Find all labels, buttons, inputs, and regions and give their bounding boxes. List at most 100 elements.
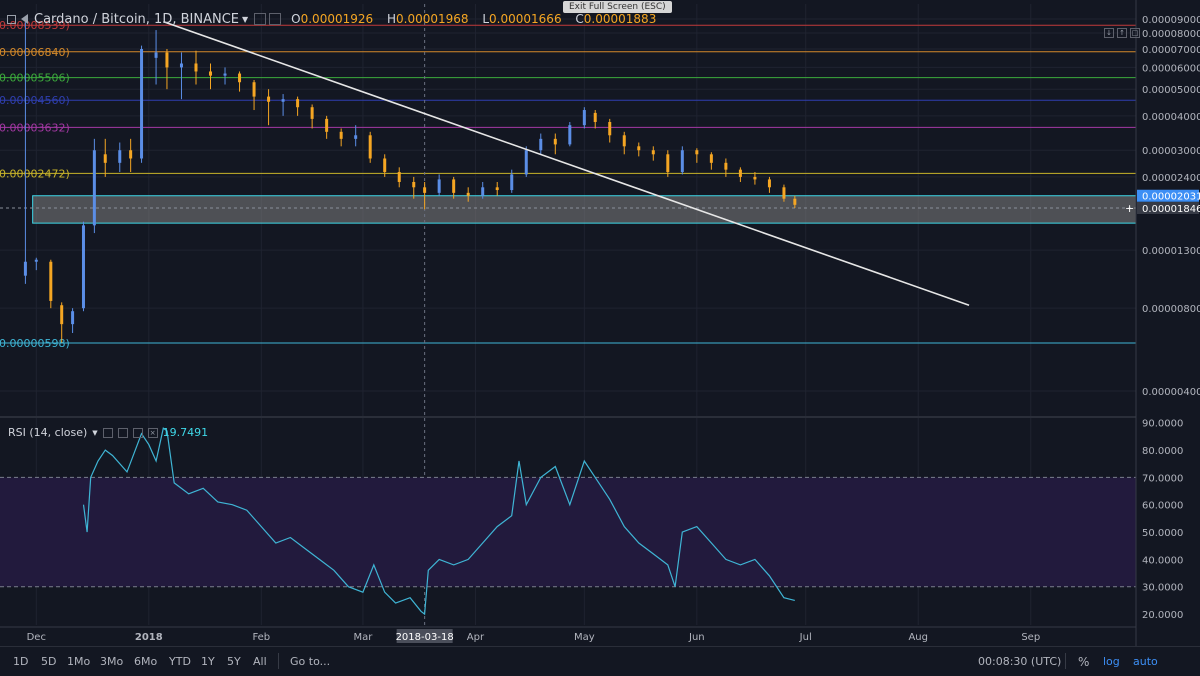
symbol-dropdown-icon[interactable]: ▼ xyxy=(242,14,249,24)
candle-body xyxy=(71,311,75,325)
candle-body xyxy=(495,187,499,191)
collapse-icon[interactable] xyxy=(21,14,28,24)
price-tick-label: 0.00007000 xyxy=(1142,45,1200,56)
ohlc-close-key: C xyxy=(575,12,584,26)
time-tick-label: Aug xyxy=(908,632,928,643)
visibility-icon[interactable] xyxy=(269,13,282,25)
rsi-settings-icon[interactable] xyxy=(102,427,113,438)
candle-body xyxy=(129,150,133,159)
time-tick-label: Apr xyxy=(467,632,485,643)
time-tick-label: 2018 xyxy=(135,632,163,643)
candle-body xyxy=(651,150,655,155)
candle-body xyxy=(238,73,242,83)
candle-body xyxy=(60,305,64,325)
candle-body xyxy=(154,52,158,58)
time-tick-label: May xyxy=(574,632,595,643)
pane-maximize-icon[interactable]: □ xyxy=(1130,28,1140,38)
candle-body xyxy=(793,198,797,205)
rsi-tick-label: 60.0000 xyxy=(1142,501,1183,512)
ohlc-open-key: O xyxy=(291,12,301,26)
fib-level-label: 0.00002472) xyxy=(0,167,70,180)
range-1d-button[interactable]: 1D xyxy=(13,655,29,668)
rsi-visibility-icon[interactable] xyxy=(117,427,128,438)
rsi-tick-label: 50.0000 xyxy=(1142,528,1183,539)
pane-controls: ↓ ↑ □ xyxy=(1104,28,1140,38)
ohlc-high-key: H xyxy=(386,12,396,26)
time-tick-label: Sep xyxy=(1021,632,1040,643)
current-price-tag xyxy=(1137,189,1199,202)
candle-body xyxy=(325,118,329,132)
rsi-source-icon[interactable] xyxy=(132,427,143,438)
candle-body xyxy=(709,154,713,163)
candle-body xyxy=(510,174,514,191)
pane-move-down-icon[interactable]: ↓ xyxy=(1104,28,1114,38)
percent-scale-toggle[interactable]: % xyxy=(1078,655,1090,669)
trendline xyxy=(163,20,970,306)
rsi-title[interactable]: RSI (14, close) xyxy=(8,426,88,439)
price-tick-label: 0.00000400 xyxy=(1142,387,1200,398)
candle-body xyxy=(637,146,641,151)
candle-body xyxy=(695,150,699,155)
candle-body xyxy=(423,187,427,193)
range-5y-button[interactable]: 5Y xyxy=(227,655,241,668)
toolbar-divider-right xyxy=(1065,653,1066,669)
candle-body xyxy=(34,259,38,262)
range-1y-button[interactable]: 1Y xyxy=(201,655,215,668)
menu-toggle-icon[interactable] xyxy=(7,14,16,24)
candle-body xyxy=(223,73,227,76)
range-6mo-button[interactable]: 6Mo xyxy=(134,655,158,668)
candle-body xyxy=(608,121,612,136)
candle-body xyxy=(767,179,771,188)
range-1mo-button[interactable]: 1Mo xyxy=(67,655,91,668)
ohlc-close-value: 0.00001883 xyxy=(583,12,657,26)
rsi-value: 19.7491 xyxy=(162,426,209,439)
candle-body xyxy=(666,154,670,173)
rsi-tick-label: 80.0000 xyxy=(1142,446,1183,457)
time-tick-label: Dec xyxy=(27,632,46,643)
crosshair-price-tag xyxy=(1137,202,1199,215)
utc-clock[interactable]: 00:08:30 (UTC) xyxy=(978,655,1062,668)
candle-body xyxy=(165,52,169,68)
time-tick-label: Mar xyxy=(354,632,374,643)
crosshair-date-label: 2018-03-18 xyxy=(396,632,454,643)
current-price-label: 0.00002031 xyxy=(1142,192,1200,203)
rsi-close-icon[interactable]: × xyxy=(147,427,158,438)
candle-body xyxy=(194,63,198,72)
pane-move-up-icon[interactable]: ↑ xyxy=(1117,28,1127,38)
candle-body xyxy=(140,48,144,159)
candle-body xyxy=(23,261,27,276)
range-5d-button[interactable]: 5D xyxy=(41,655,57,668)
candle-body xyxy=(252,82,256,97)
range-ytd-button[interactable]: YTD xyxy=(169,655,191,668)
rsi-tick-label: 30.0000 xyxy=(1142,583,1183,594)
ohlc-high-value: 0.00001968 xyxy=(396,12,469,26)
candle-body xyxy=(782,187,786,199)
candle-body xyxy=(680,150,684,173)
range-all-button[interactable]: All xyxy=(253,655,267,668)
candle-body xyxy=(354,135,358,139)
settings-icon[interactable] xyxy=(254,13,267,25)
time-tick-label: Jun xyxy=(688,632,705,643)
candle-body xyxy=(281,99,285,102)
exit-fullscreen-button[interactable]: Exit Full Screen (ESC) xyxy=(563,1,672,13)
rsi-dropdown-icon[interactable]: ▼ xyxy=(92,428,98,437)
rsi-tick-label: 20.0000 xyxy=(1142,610,1183,621)
candle-body xyxy=(49,261,53,301)
candle-body xyxy=(368,135,372,159)
price-tick-label: 0.00005000 xyxy=(1142,85,1200,96)
price-tick-label: 0.00009000 xyxy=(1142,15,1200,26)
auto-scale-toggle[interactable]: auto xyxy=(1133,655,1158,668)
candle-body xyxy=(724,162,728,170)
fib-level-label: 0.00000598) xyxy=(0,337,70,350)
log-scale-toggle[interactable]: log xyxy=(1103,655,1120,668)
goto-date-button[interactable]: Go to... xyxy=(290,655,331,668)
range-3mo-button[interactable]: 3Mo xyxy=(100,655,124,668)
candle-body xyxy=(437,179,441,193)
symbol-title[interactable]: Cardano / Bitcoin, 1D, BINANCE xyxy=(34,11,239,27)
candle-body xyxy=(753,176,757,180)
candle-body xyxy=(593,112,597,122)
candle-body xyxy=(310,107,314,119)
rsi-line xyxy=(82,427,795,616)
